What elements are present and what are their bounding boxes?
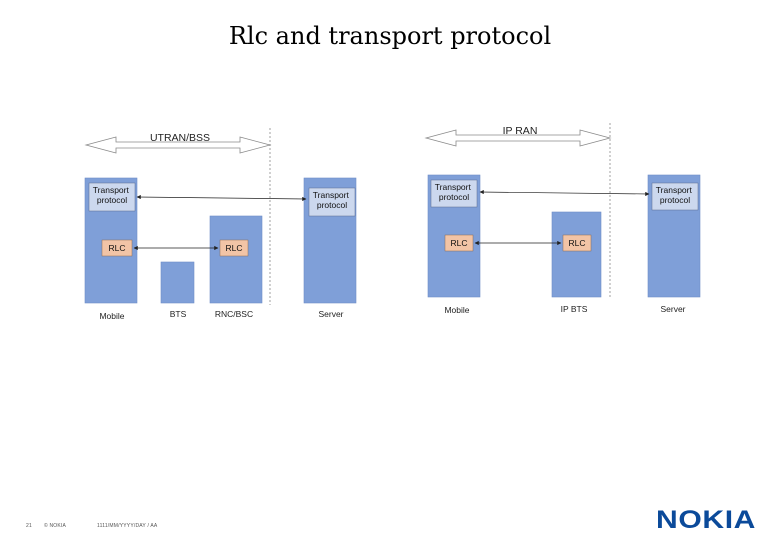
right-diagram: IP RAN Transport protocol Transport prot… [424, 123, 701, 315]
transport-label-server-right: Transport [656, 185, 693, 195]
nokia-logo-icon: NOKIA [656, 506, 756, 533]
rlc-box-mobile-left [101, 239, 133, 257]
transport-box-server-right [651, 182, 699, 211]
rlc-label-ip-bts: RLC [568, 238, 585, 248]
transport-label-mobile-right: Transport [435, 182, 472, 192]
transport-label-server-right-line2: protocol [660, 195, 690, 205]
nokia-logo-text: NOKIA [656, 506, 756, 533]
label-mobile-right: Mobile [444, 305, 469, 315]
label-server-left: Server [318, 309, 343, 319]
node-rnc-bsc [209, 215, 263, 304]
label-rnc-bsc: RNC/BSC [215, 309, 253, 319]
transport-box-mobile-left [88, 182, 136, 212]
svg-text:Transport protocol: Transport protocol [656, 185, 694, 205]
page-title: Rlc and transport protocol [228, 22, 552, 50]
rlc-box-ip-bts [562, 234, 592, 252]
rlc-label-mobile-right: RLC [450, 238, 467, 248]
svg-text:Transport protocol: Transport protocol [313, 190, 351, 210]
transport-arrow-right [479, 189, 650, 197]
footer-copyright: © NOKIA [44, 523, 67, 529]
left-diagram: UTRAN/BSS Transport protocol Transport p… [84, 128, 357, 321]
rlc-label-mobile-left: RLC [108, 243, 125, 253]
label-bts: BTS [170, 309, 187, 319]
node-ip-bts [551, 211, 602, 298]
transport-box-server-left [308, 187, 356, 217]
label-ip-bts: IP BTS [561, 304, 588, 314]
label-mobile-left: Mobile [99, 311, 124, 321]
transport-box-mobile-right [430, 179, 478, 208]
svg-text:Transport protocol: Transport protocol [93, 185, 131, 205]
svg-text:Transport protocol: Transport protocol [435, 182, 473, 202]
rlc-label-rnc-bsc: RLC [225, 243, 242, 253]
rlc-box-mobile-right [444, 234, 474, 252]
transport-label-mobile-left: Transport [93, 185, 130, 195]
transport-label-server-left: Transport [313, 190, 350, 200]
ip-ran-label: IP RAN [503, 125, 538, 137]
node-bts [160, 261, 195, 304]
footer-doc-ref: 1111/MM/YYYY/DAY / AA [97, 523, 158, 529]
ip-ran-span-arrow [424, 129, 612, 147]
footer-page-number: 21 [26, 523, 32, 529]
transport-label-server-left-line2: protocol [317, 200, 347, 210]
transport-arrow-left [136, 194, 307, 202]
utran-bss-label: UTRAN/BSS [150, 132, 210, 144]
transport-label-mobile-left-line2: protocol [97, 195, 127, 205]
transport-label-mobile-right-line2: protocol [439, 192, 469, 202]
rlc-box-rnc-bsc [219, 239, 249, 257]
label-server-right: Server [660, 304, 685, 314]
